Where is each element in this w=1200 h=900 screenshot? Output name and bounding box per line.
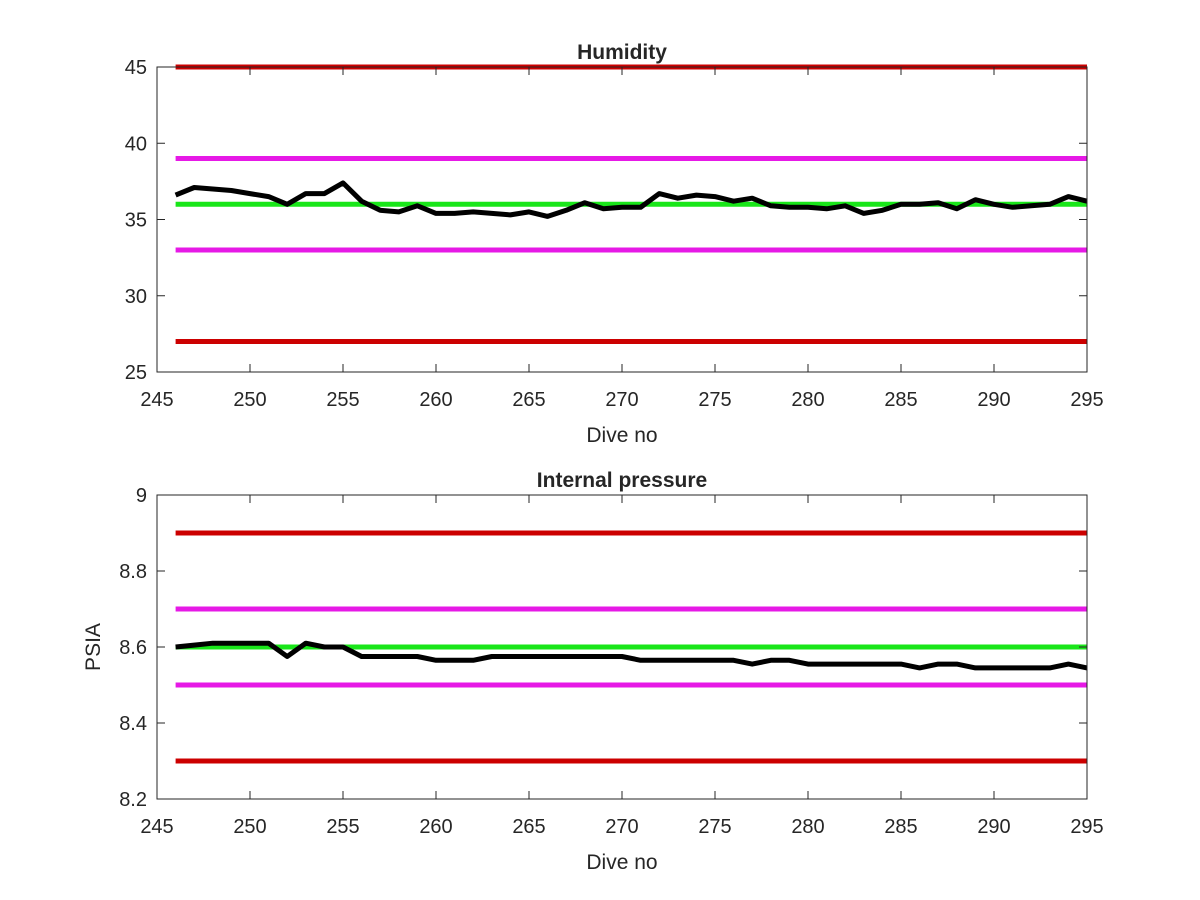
x-tick-label: 275 <box>698 389 731 411</box>
x-tick-label: 265 <box>512 389 545 411</box>
y-tick-label: 8.2 <box>119 789 147 811</box>
y-tick-label: 25 <box>125 362 147 384</box>
series-line <box>174 180 1088 219</box>
y-tick-label: 40 <box>125 133 147 155</box>
y-tick-label: 30 <box>125 286 147 308</box>
x-tick-label: 285 <box>884 816 917 838</box>
x-tick-label: 245 <box>140 389 173 411</box>
x-tick-label: 285 <box>884 389 917 411</box>
x-tick-label: 255 <box>326 816 359 838</box>
x-tick-label: 250 <box>233 816 266 838</box>
y-tick-label: 8.8 <box>119 561 147 583</box>
y-tick-label: 9 <box>136 485 147 507</box>
x-tick-label: 280 <box>791 816 824 838</box>
x-tick-label: 280 <box>791 389 824 411</box>
y-tick-label: 8.4 <box>119 713 147 735</box>
chart-title: Humidity <box>577 41 667 64</box>
x-tick-label: 260 <box>419 816 452 838</box>
x-tick-label: 290 <box>977 816 1010 838</box>
y-tick-label: 35 <box>125 210 147 232</box>
x-tick-label: 275 <box>698 816 731 838</box>
plot-area <box>157 67 1087 372</box>
subplot-2: 245 250 255 260 265 270 275 280 285 290 295 8.2 8.4 8… <box>82 469 1104 874</box>
x-axis-label: Dive no <box>586 851 657 874</box>
x-tick-label: 265 <box>512 816 545 838</box>
x-axis-label: Dive no <box>586 424 657 447</box>
y-tick-label: 8.6 <box>119 637 147 659</box>
series-line <box>175 640 1088 671</box>
chart-title: Internal pressure <box>537 469 707 492</box>
x-tick-label: 295 <box>1070 816 1103 838</box>
x-tick-label: 255 <box>326 389 359 411</box>
x-tick-label: 270 <box>605 816 638 838</box>
x-tick-label: 260 <box>419 389 452 411</box>
x-tick-label: 245 <box>140 816 173 838</box>
y-axis-label: PSIA <box>82 623 105 671</box>
y-tick-label: 45 <box>125 57 147 79</box>
x-tick-label: 290 <box>977 389 1010 411</box>
x-tick-label: 295 <box>1070 389 1103 411</box>
x-tick-label: 250 <box>233 389 266 411</box>
x-tick-label: 270 <box>605 389 638 411</box>
subplot-1: 245 250 255 260 265 270 275 280 285 290 295 25 30 35 4… <box>125 41 1104 447</box>
